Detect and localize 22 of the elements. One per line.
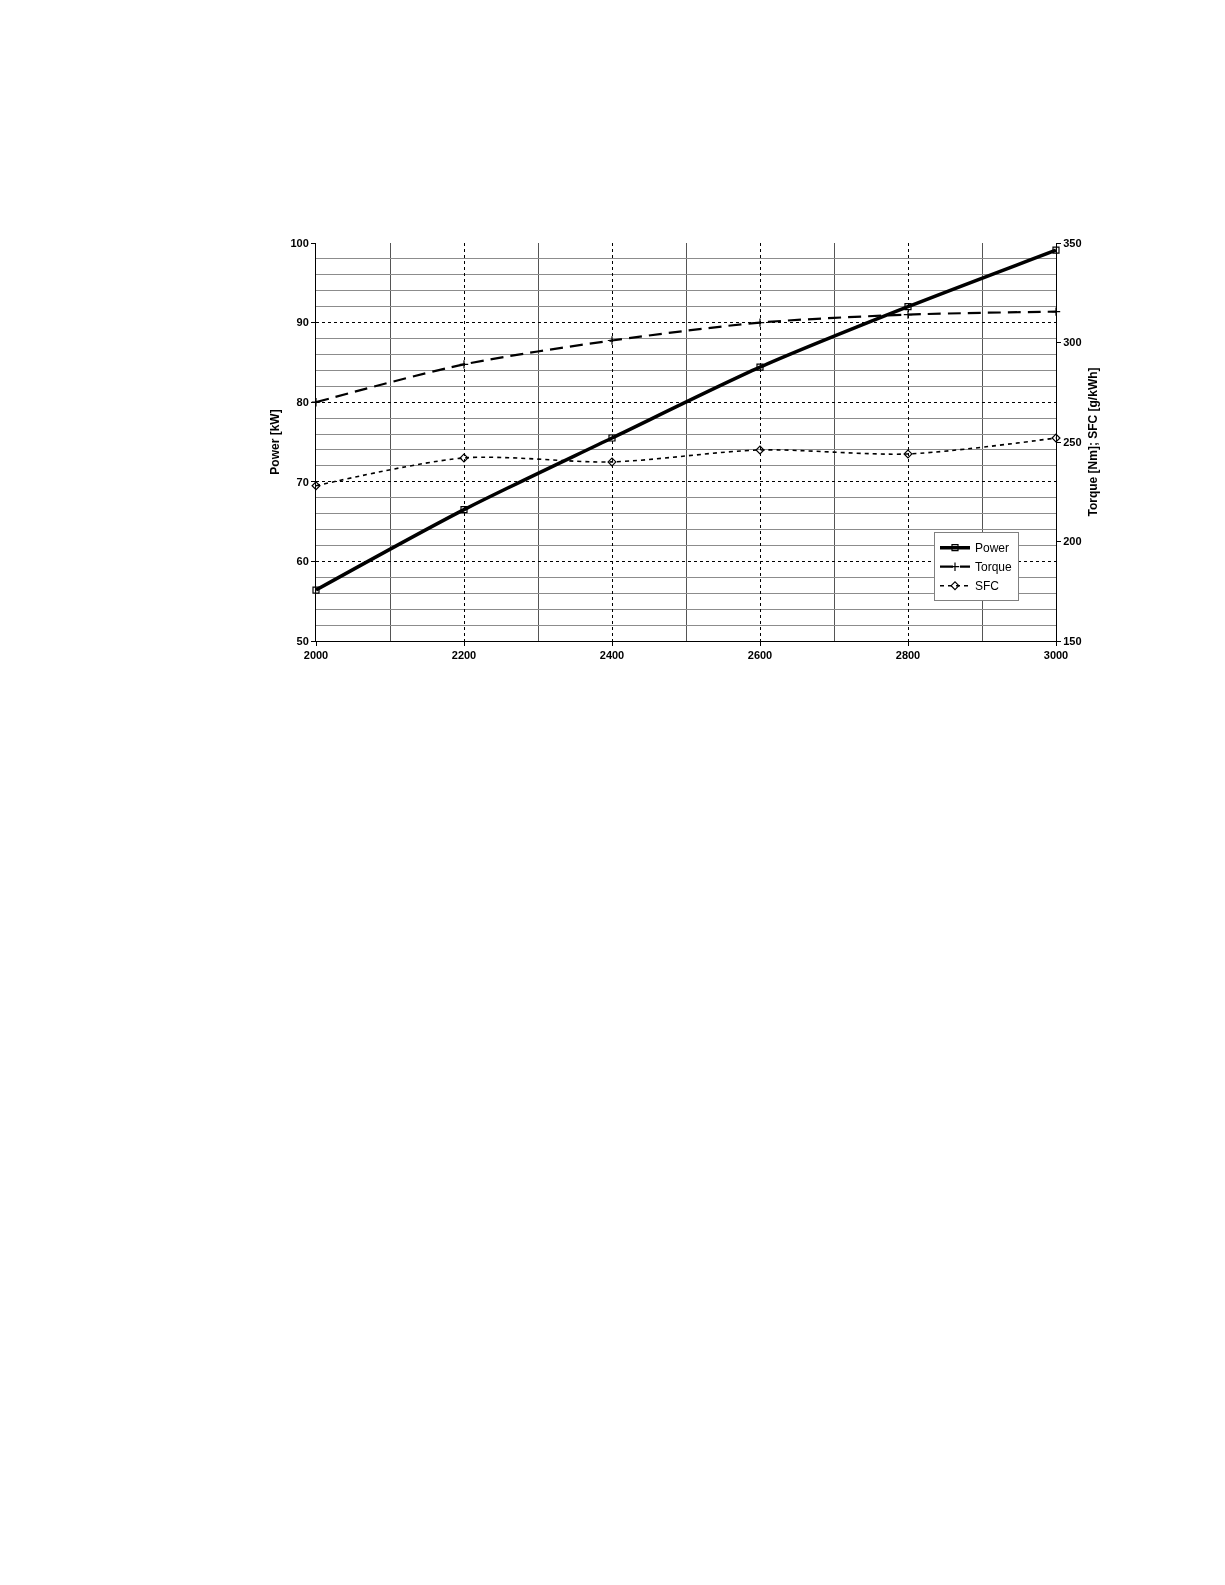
- y-axis-title: Power [kW]: [267, 409, 282, 475]
- x-tick-label: 2400: [599, 649, 625, 662]
- y-tick-label: 90: [296, 316, 309, 329]
- x-tick-label: 2000: [303, 649, 329, 662]
- legend-label: Torque: [975, 560, 1013, 575]
- y2-tick-label: 200: [1063, 535, 1082, 548]
- legend-label: Power: [975, 541, 1010, 556]
- y-tick-label: 50: [296, 634, 309, 647]
- y2-axis-title: Torque [Nm]; SFC [g/kWh]: [1086, 367, 1101, 517]
- x-tick-label: 2600: [747, 649, 773, 662]
- y-tick-label: 60: [296, 555, 309, 568]
- x-tick-label: 2200: [451, 649, 477, 662]
- y2-tick-label: 250: [1063, 435, 1082, 448]
- legend-label: SFC: [975, 579, 1000, 594]
- y2-tick-label: 300: [1063, 336, 1082, 349]
- y2-tick-label: 150: [1063, 634, 1082, 647]
- x-tick-label: 3000: [1043, 649, 1069, 662]
- y-tick-label: 80: [296, 396, 309, 409]
- y-tick-label: 100: [290, 236, 309, 249]
- y-tick-label: 70: [296, 475, 309, 488]
- x-tick-label: 2800: [895, 649, 921, 662]
- y2-tick-label: 350: [1063, 236, 1082, 249]
